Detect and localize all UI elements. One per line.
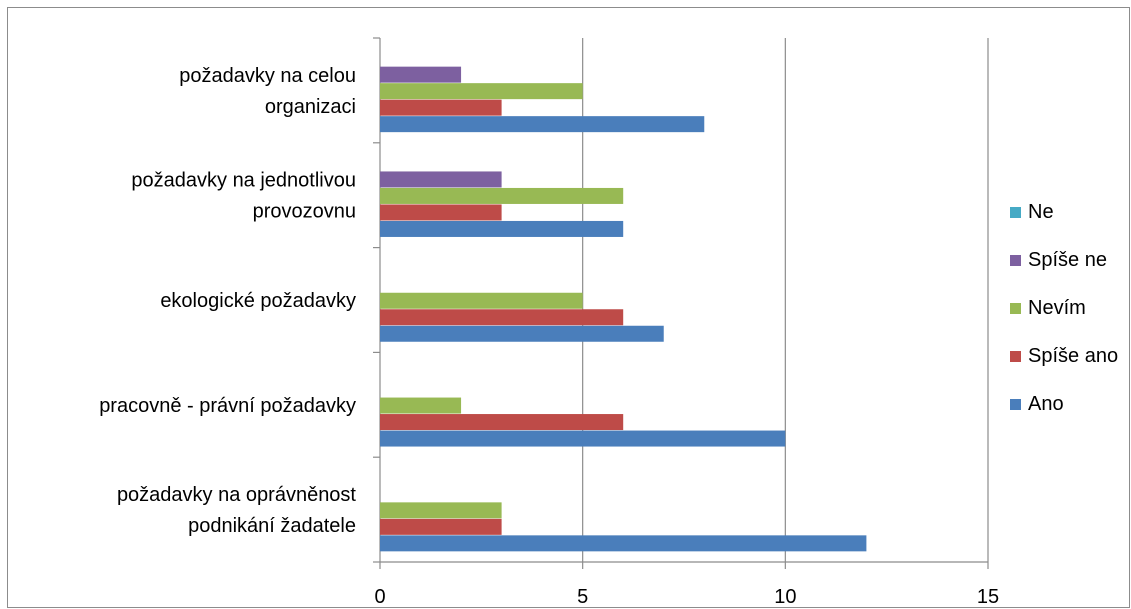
x-tick-label: 15 [977,586,999,608]
category-labels: požadavky na oprávněnost podnikání žadate… [99,65,356,537]
x-tick-label: 10 [774,586,796,608]
bar-nevím [380,397,462,414]
category-label: organizaci [265,96,356,118]
bar-spíše-ano [380,204,502,221]
bar-nevím [380,83,583,100]
legend-swatch [1010,255,1021,266]
category-label: požadavky na oprávněnost [117,484,356,506]
legend-swatch [1010,351,1021,362]
bar-ano [380,220,624,237]
category-label: pracovně - právní požadavky [99,395,356,417]
category-label: požadavky na celou [179,65,356,87]
bar-spíše-ano [380,309,624,326]
bar-nevím [380,292,583,309]
bar-spíše-ano [380,414,624,431]
category-label: provozovnu [253,201,356,223]
bar-spíše-ano [380,518,502,535]
bar-spíše-ne [380,171,502,188]
legend-swatch [1010,207,1021,218]
bar-ano [380,116,705,133]
legend-label: Ano [1028,393,1064,415]
legend-label: Spíše ano [1028,345,1118,367]
x-tick-label: 5 [577,586,588,608]
legend-label: Nevím [1028,297,1086,319]
bar-ano [380,430,786,447]
bar-spíše-ne [380,66,462,83]
bar-ano [380,325,664,342]
bar-nevím [380,187,624,204]
bar-ano [380,535,867,552]
category-label: ekologické požadavky [160,290,356,312]
bar-nevím [380,502,502,519]
legend: Ne Spíše ne Nevím Spíše ano Ano [1010,201,1118,415]
legend-label: Ne [1028,201,1054,223]
bars [380,66,867,552]
bar-spíše-ano [380,99,502,116]
legend-label: Spíše ne [1028,249,1107,271]
x-tick-label: 0 [374,586,385,608]
category-label: podnikání žadatele [188,515,356,537]
legend-swatch [1010,399,1021,410]
x-tick-labels: 0 5 10 15 [374,586,999,608]
category-label: požadavky na jednotlivou [131,170,356,192]
legend-swatch [1010,303,1021,314]
